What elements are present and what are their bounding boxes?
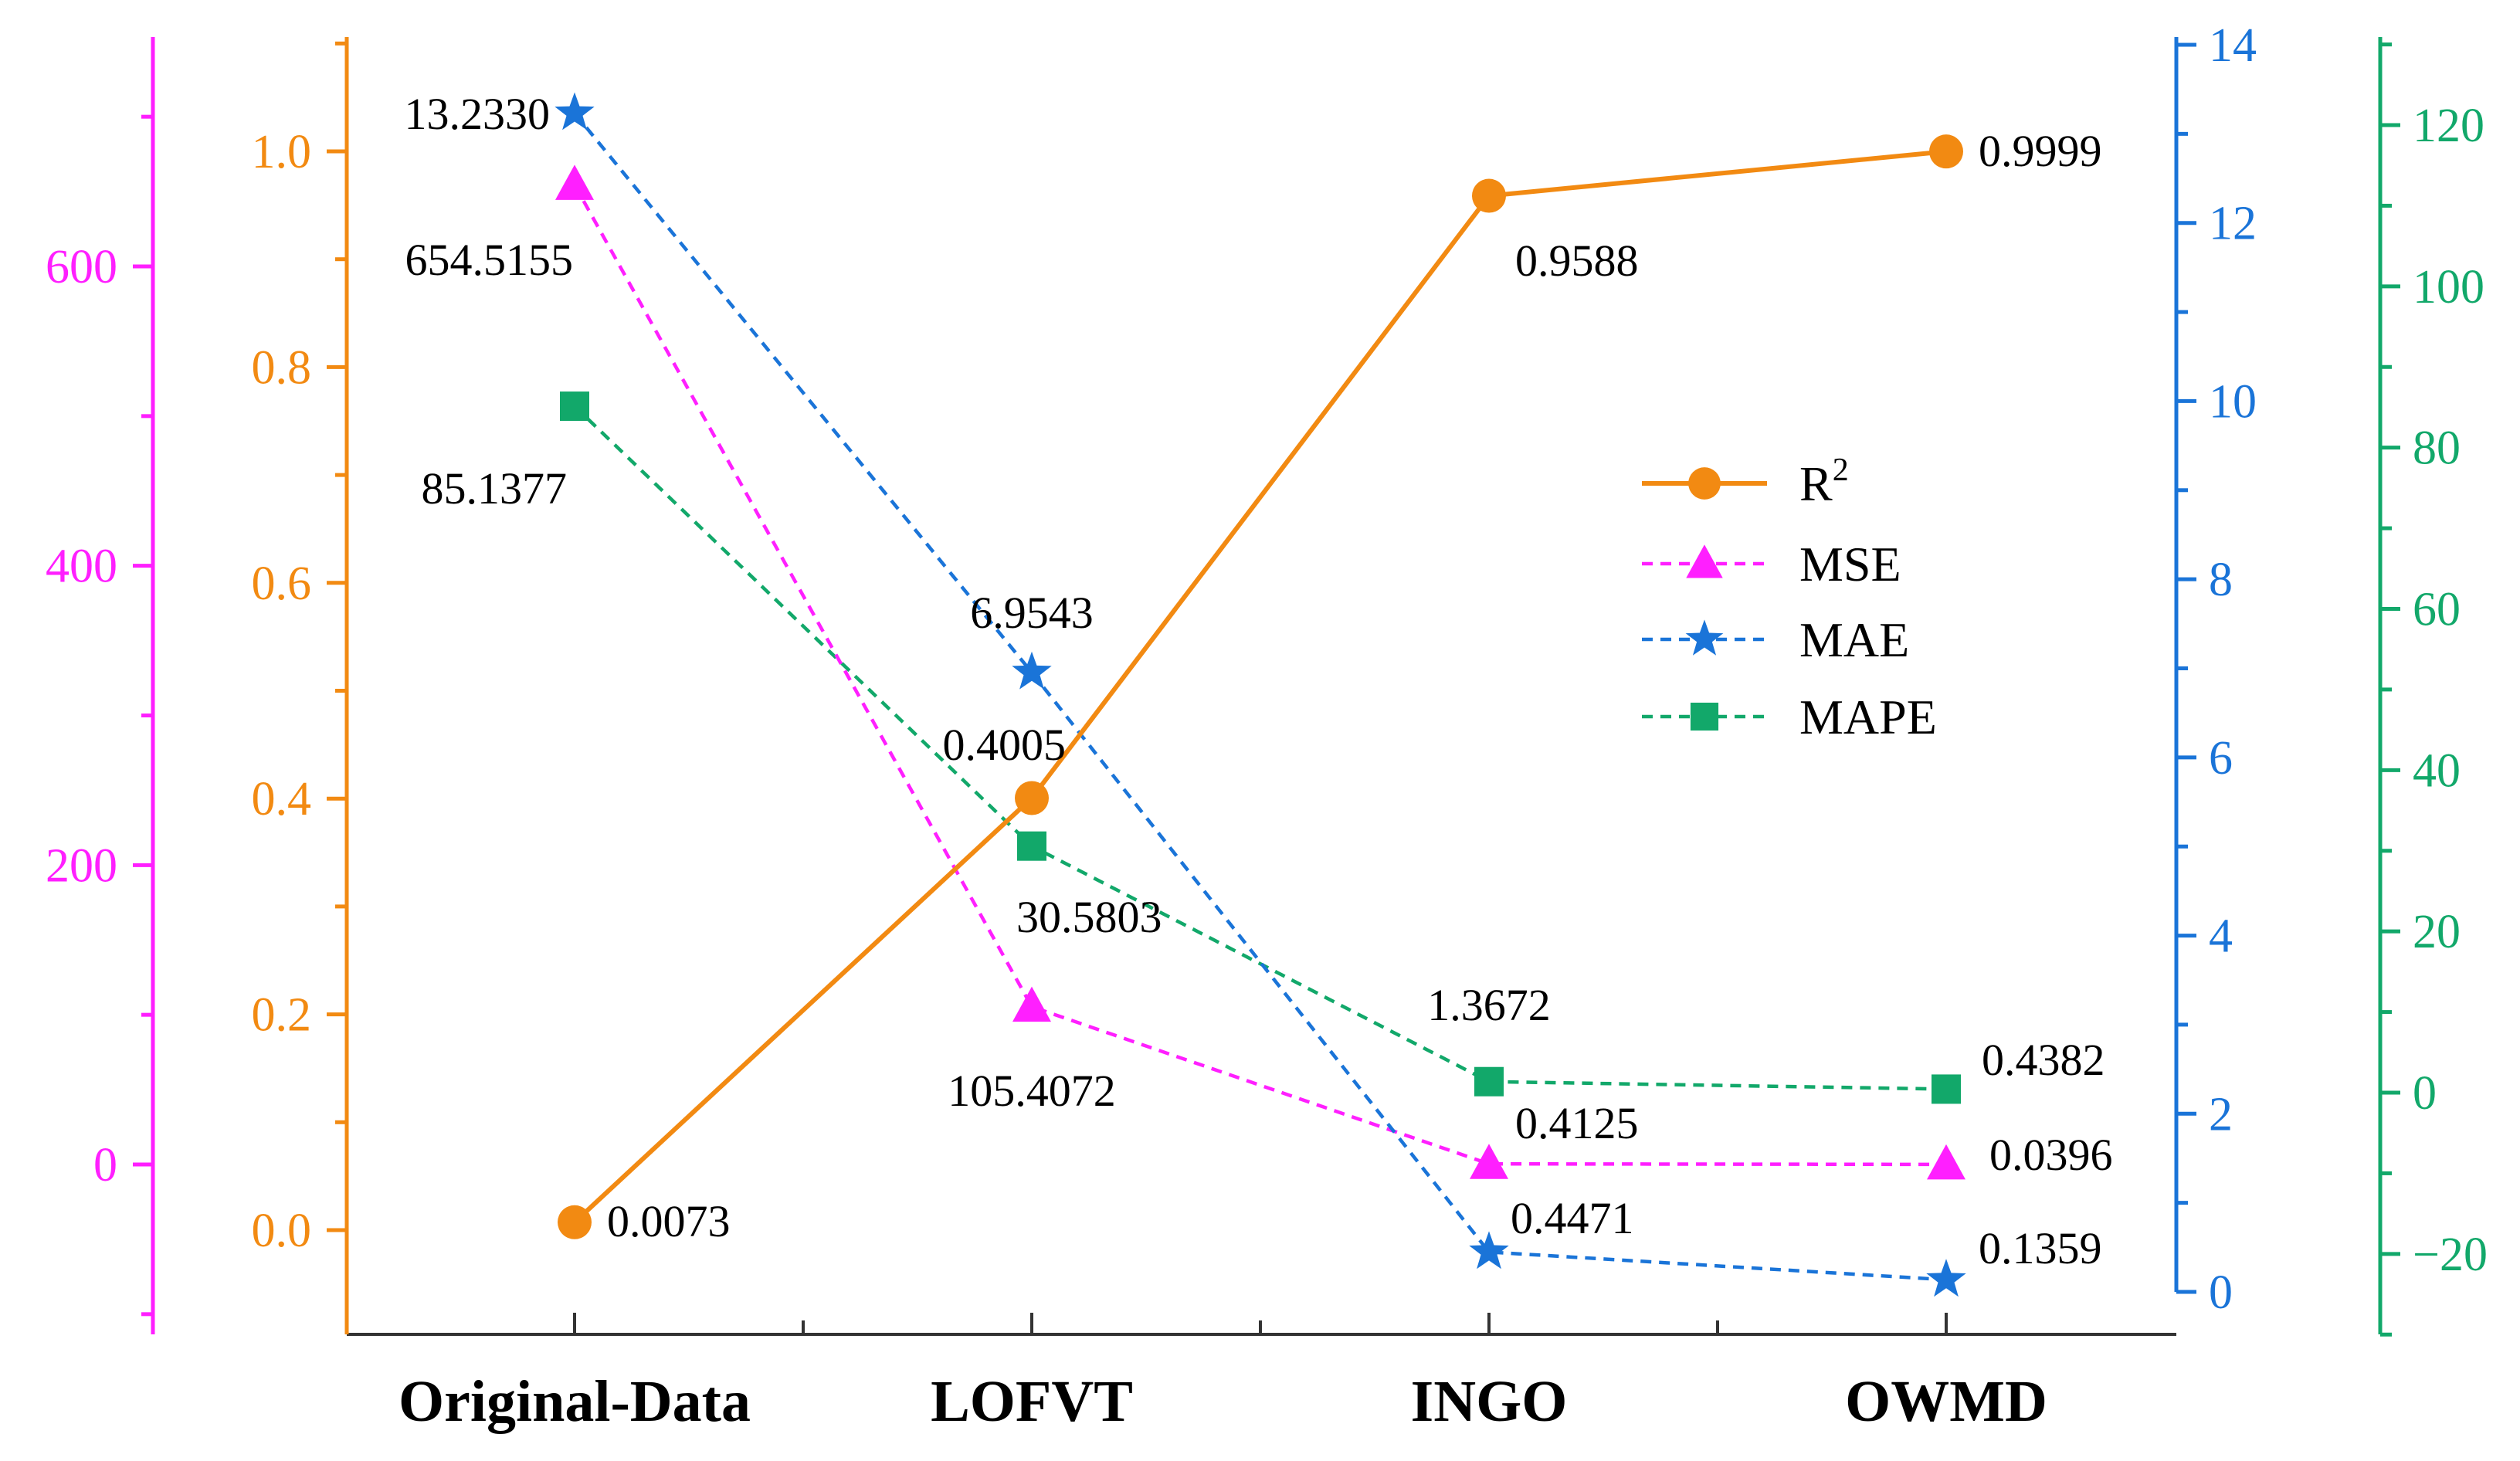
markers-layer [555, 92, 1966, 1297]
data-label-r2: 0.9588 [1515, 236, 1639, 286]
data-label-mape: 1.3672 [1427, 980, 1551, 1030]
legend-label-text: MAPE [1799, 690, 1937, 744]
legend-marker-mae [1685, 619, 1724, 656]
mae-axis-tick-label: 4 [2209, 910, 2233, 963]
r2-axis-tick-label: 0.4 [252, 773, 312, 825]
labels-layer: 85.1377 30.5803 1.3672 0.4382 654.5155 105.40… [405, 89, 2113, 1273]
r2-axis-tick-label: 0.2 [252, 989, 312, 1042]
mse-axis-tick-label: 0 [93, 1139, 117, 1192]
legend-marker-mape [1690, 702, 1719, 731]
series-point-mse [1927, 1144, 1965, 1180]
data-label-mse: 654.5155 [405, 235, 574, 285]
r2-axis-tick-label: 0.8 [252, 341, 312, 394]
mape-axis-tick-label: 40 [2413, 744, 2461, 797]
x-category-label: OWMD [1845, 1369, 2047, 1434]
legend-item-mae: MAE [1642, 612, 1909, 667]
legend-marker-r2 [1688, 467, 1721, 500]
legend-label-superscript: 2 [1833, 453, 1849, 488]
series-point-mape [1017, 831, 1046, 861]
r2-axis-tick-label: 0.0 [252, 1205, 312, 1257]
mse-axis-tick-label: 400 [46, 541, 117, 593]
r2-axis-tick-label: 1.0 [252, 126, 312, 178]
legend-label-r2: R2 [1799, 453, 1849, 511]
series-line-mae [573, 112, 1947, 1282]
data-label-mae: 0.1359 [1979, 1223, 2102, 1273]
series-point-r2 [558, 1205, 592, 1239]
legend-item-r2: R2 [1642, 453, 1849, 511]
mape-axis-tick-label: −20 [2413, 1229, 2488, 1281]
lines-layer [572, 112, 1947, 1282]
legend-item-mape: MAPE [1642, 690, 1937, 744]
legend-label-mape: MAPE [1799, 690, 1937, 744]
x-category-label: Original-Data [399, 1369, 751, 1434]
r2-axis-tick-label: 0.6 [252, 558, 312, 610]
data-label-mape: 85.1377 [422, 463, 568, 514]
data-label-mape: 0.4382 [1982, 1035, 2105, 1085]
series-line-mse [573, 184, 1947, 1167]
mae-axis-tick-label: 0 [2209, 1266, 2233, 1319]
series-line-mape [573, 405, 1947, 1091]
mae-axis-tick-label: 10 [2209, 375, 2257, 428]
legend-label-text: R [1799, 456, 1833, 511]
series-point-mape [1932, 1074, 1961, 1104]
data-label-mae: 6.9543 [970, 588, 1094, 638]
mape-axis-tick-label: 20 [2413, 906, 2461, 958]
data-label-mae: 13.2330 [405, 89, 551, 139]
series-point-mse [1012, 986, 1051, 1022]
mape-axis-tick-label: 120 [2413, 100, 2484, 152]
mae-axis-tick-label: 6 [2209, 732, 2233, 785]
series-point-mae [1926, 1259, 1966, 1297]
series-point-mae [1469, 1231, 1509, 1269]
legend-label-text: MAE [1799, 612, 1909, 667]
mape-axis-tick-label: 60 [2413, 584, 2461, 636]
mae-axis-tick-label: 8 [2209, 554, 2233, 606]
legend-marker-mse [1686, 544, 1723, 578]
data-label-r2: 0.0073 [607, 1196, 731, 1246]
data-label-mae: 0.4471 [1511, 1193, 1634, 1243]
data-label-r2: 0.9999 [1979, 126, 2102, 176]
data-label-r2: 0.4005 [943, 720, 1067, 770]
legend-item-mse: MSE [1642, 537, 1901, 592]
legend-label-mse: MSE [1799, 537, 1901, 592]
series-line-r2 [572, 149, 1947, 1224]
series-point-mse [1470, 1144, 1508, 1179]
series-point-mape [560, 392, 589, 422]
x-category-label: LOFVT [931, 1369, 1133, 1434]
legend-label-text: MSE [1799, 537, 1901, 592]
data-label-mape: 30.5803 [1016, 892, 1162, 942]
mse-axis-tick-label: 200 [46, 839, 117, 892]
mape-axis-tick-label: 80 [2413, 422, 2461, 475]
series-point-r2 [1929, 134, 1963, 169]
legend: R2 MSE MAE MAPE [1642, 453, 1937, 744]
data-label-mse: 105.4072 [948, 1066, 1116, 1116]
series-point-mae [555, 92, 595, 131]
data-label-mse: 0.0396 [1989, 1130, 2113, 1180]
series-point-r2 [1472, 178, 1506, 213]
mape-axis-tick-label: 100 [2413, 261, 2484, 314]
mae-axis-tick-label: 2 [2209, 1088, 2233, 1141]
mae-axis-tick-label: 14 [2209, 19, 2257, 72]
legend-label-mae: MAE [1799, 612, 1909, 667]
mae-axis-tick-label: 12 [2209, 198, 2257, 250]
series-point-mae [1012, 651, 1052, 690]
series-point-mse [555, 164, 594, 200]
mse-axis-tick-label: 600 [46, 241, 117, 293]
x-category-label: INGO [1411, 1369, 1568, 1434]
mape-axis-tick-label: 0 [2413, 1067, 2437, 1120]
series-point-r2 [1015, 781, 1049, 815]
axes-layer: Original-Data LOFVT INGO OWMD02004006000.00… [46, 19, 2488, 1434]
series-point-mape [1474, 1066, 1504, 1097]
data-label-mse: 0.4125 [1515, 1098, 1639, 1148]
